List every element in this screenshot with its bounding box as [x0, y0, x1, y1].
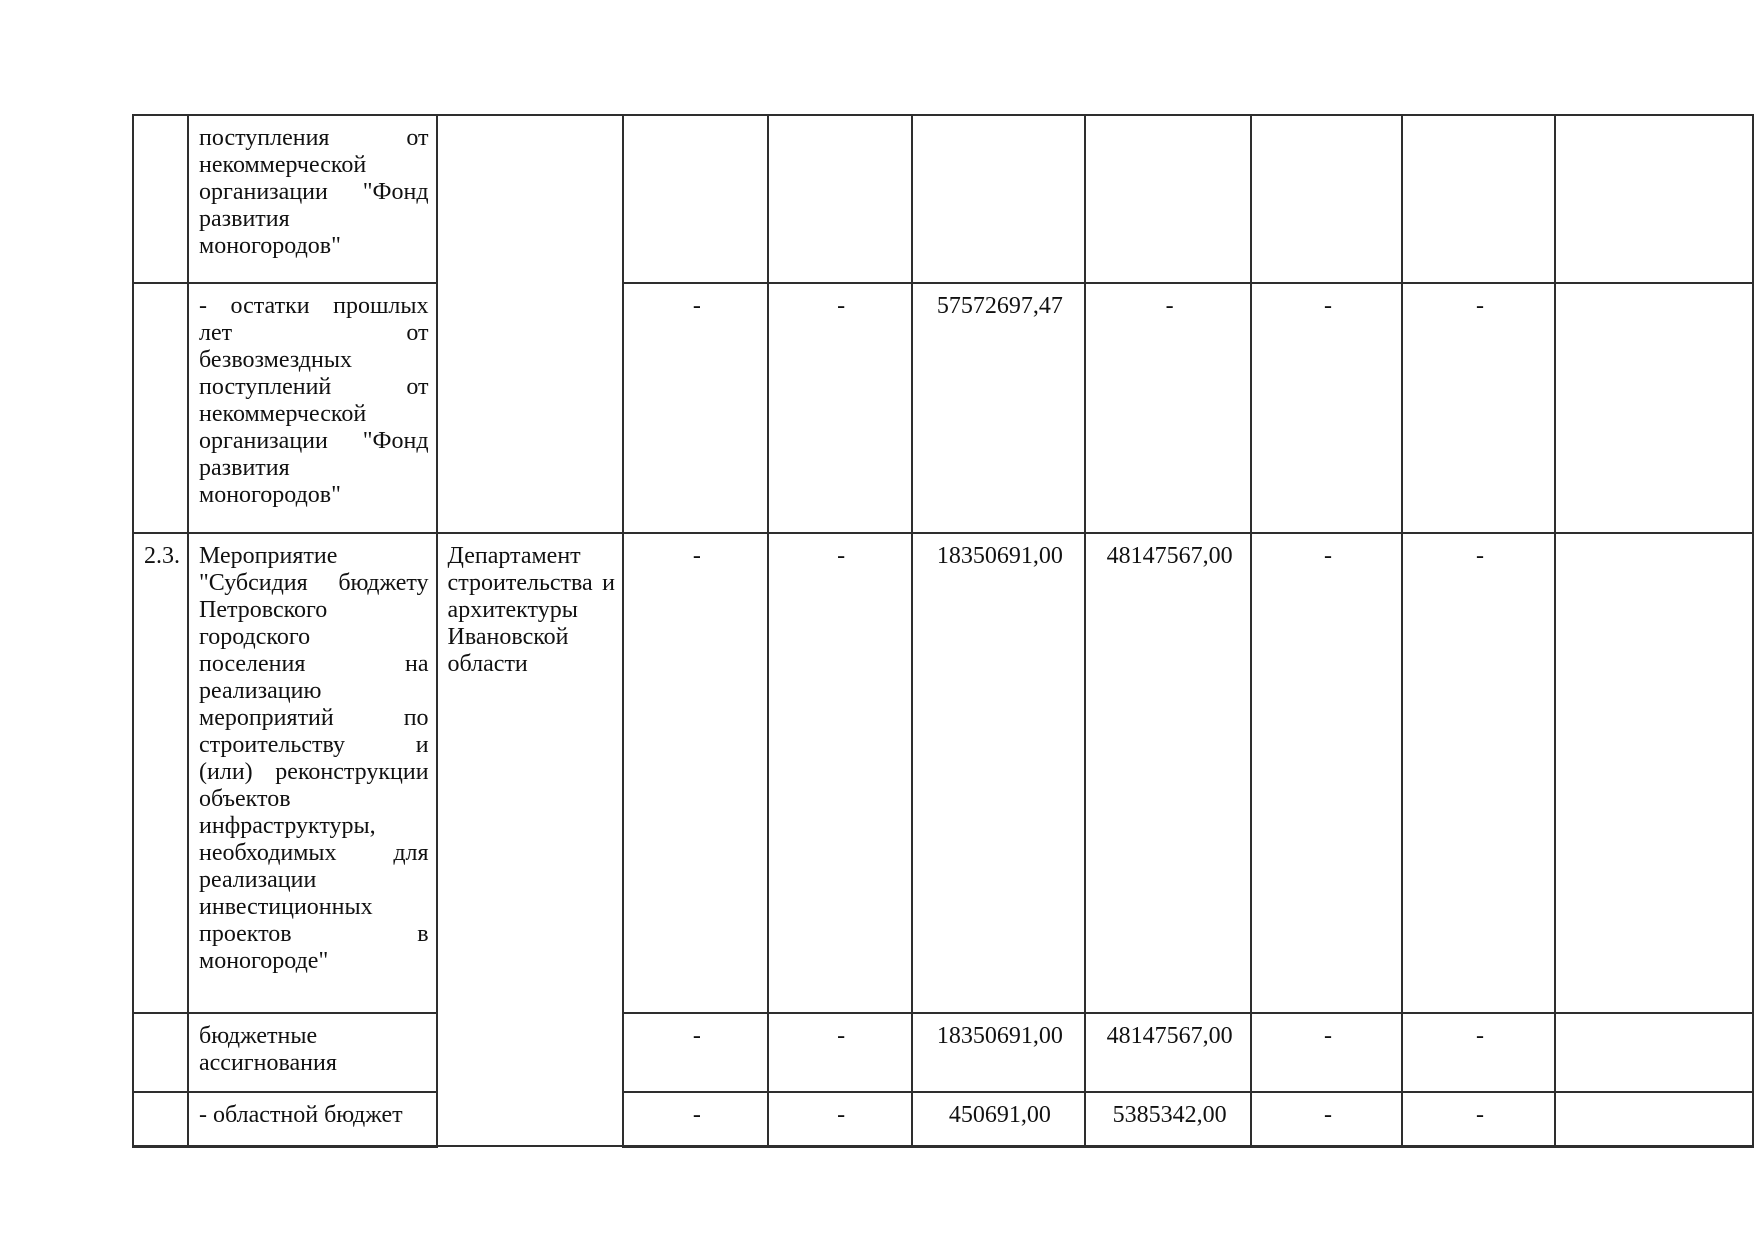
value-cell: -	[1400, 282, 1557, 534]
row-number-cell	[132, 1091, 189, 1148]
table-row: - остатки прошлых лет от безвозмездных п…	[132, 282, 1754, 534]
value-cell	[766, 114, 913, 284]
value-cell	[1084, 114, 1253, 284]
value-cell: -	[622, 1012, 769, 1093]
value-cell	[622, 114, 769, 284]
value-cell: -	[1084, 282, 1253, 534]
row-number-cell	[132, 1012, 189, 1093]
description-cell: Мероприятие "Субсидия бюджету Петровског…	[187, 532, 438, 1014]
value-cell	[1400, 114, 1557, 284]
value-cell: -	[1400, 1091, 1557, 1148]
value-cell: -	[1250, 1012, 1403, 1093]
value-cell	[1250, 114, 1403, 284]
table-row: поступления от некоммерческой организаци…	[132, 114, 1754, 534]
organization-cell	[435, 114, 625, 534]
table-row: 2.3. Мероприятие "Субсидия бюджету Петро…	[132, 532, 1754, 1147]
value-cell	[910, 114, 1087, 284]
value-cell: -	[1400, 532, 1557, 1014]
table-row: - областной бюджет - - 450691,00 5385342…	[132, 1091, 1754, 1148]
value-cell: -	[1250, 282, 1403, 534]
value-cell-cutoff	[1554, 532, 1754, 1014]
value-cell: 18350691,00	[910, 532, 1087, 1014]
row-number-cell	[132, 282, 189, 534]
value-cell-cutoff	[1554, 1091, 1754, 1148]
value-cell: -	[1250, 532, 1403, 1014]
value-cell: -	[766, 1012, 913, 1093]
value-cell: -	[622, 1091, 769, 1148]
description-cell: - остатки прошлых лет от безвозмездных п…	[187, 282, 438, 534]
value-cell: 450691,00	[910, 1091, 1087, 1148]
value-cell: 18350691,00	[910, 1012, 1087, 1093]
value-cell: 48147567,00	[1084, 1012, 1253, 1093]
row-number-cell	[132, 114, 189, 284]
value-cell: -	[766, 282, 913, 534]
value-cell: -	[1250, 1091, 1403, 1148]
value-cell: -	[622, 532, 769, 1014]
value-cell: 57572697,47	[910, 282, 1087, 534]
value-cell: 5385342,00	[1084, 1091, 1253, 1148]
table-row: бюджетные ассигнования - - 18350691,00 4…	[132, 1012, 1754, 1093]
value-cell-cutoff	[1554, 114, 1754, 284]
value-cell-cutoff	[1554, 1012, 1754, 1093]
value-cell: -	[622, 282, 769, 534]
value-cell-cutoff	[1554, 282, 1754, 534]
description-cell: поступления от некоммерческой организаци…	[187, 114, 438, 284]
value-cell: 48147567,00	[1084, 532, 1253, 1014]
description-cell: - областной бюджет	[187, 1091, 438, 1148]
description-cell: бюджетные ассигнования	[187, 1012, 438, 1093]
budget-table: поступления от некоммерческой организаци…	[132, 114, 1754, 1148]
row-number-cell: 2.3.	[132, 532, 189, 1014]
value-cell: -	[766, 1091, 913, 1148]
value-cell: -	[1400, 1012, 1557, 1093]
value-cell: -	[766, 532, 913, 1014]
organization-cell: Департамент строительства и архитектуры …	[435, 532, 625, 1147]
